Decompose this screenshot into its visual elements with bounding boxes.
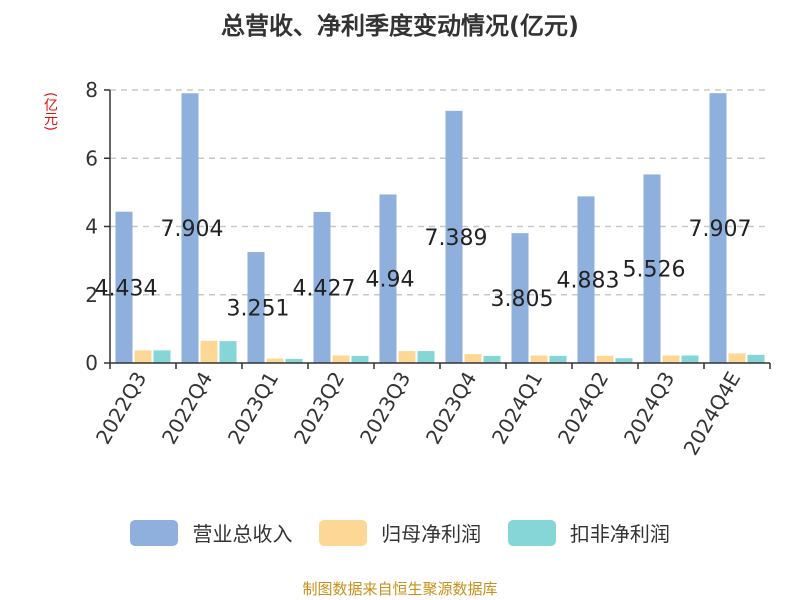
data-label: 4.427 (293, 276, 356, 301)
bar-1-2024Q4E (728, 353, 746, 363)
data-label: 7.904 (161, 217, 224, 242)
bar-2-2022Q4 (219, 341, 237, 363)
x-tick-label: 2024Q3 (619, 368, 679, 449)
x-tick-label: 2024Q1 (487, 368, 547, 449)
y-tick-label: 2 (85, 283, 98, 307)
data-label: 5.526 (623, 258, 686, 283)
bar-2-2024Q1 (549, 355, 567, 363)
bar-0-2023Q4 (445, 110, 463, 363)
bar-2-2023Q3 (417, 351, 435, 363)
bar-0-2024Q3 (643, 174, 661, 363)
chart-title: 总营收、净利季度变动情况(亿元) (221, 12, 579, 40)
x-tick-label: 2023Q2 (289, 368, 349, 449)
y-axis-unit-label: (亿元) (42, 92, 58, 131)
legend-item-deducted-net-profit[interactable]: 扣非净利润 (507, 518, 670, 547)
x-tick-label: 2022Q4 (157, 368, 217, 449)
y-tick-label: 6 (85, 146, 98, 170)
legend-swatch-net-profit (318, 519, 367, 546)
x-tick-label: 2024Q4E (679, 368, 746, 460)
bar-2-2023Q1 (285, 358, 303, 363)
y-tick-label: 0 (85, 351, 98, 375)
x-tick-label: 2023Q3 (355, 368, 415, 449)
data-label: 3.251 (227, 297, 290, 322)
bar-0-2023Q3 (379, 194, 397, 363)
data-label: 7.907 (689, 217, 752, 242)
x-tick-label: 2023Q4 (421, 368, 481, 449)
legend-label-revenue: 营业总收入 (192, 522, 293, 546)
bar-2-2022Q3 (153, 350, 171, 363)
bar-1-2023Q1 (266, 358, 284, 363)
bar-1-2022Q4 (200, 340, 218, 363)
bar-1-2024Q2 (596, 355, 614, 363)
data-label: 4.94 (366, 268, 415, 293)
legend-swatch-deducted-net-profit (507, 519, 556, 546)
y-tick-label: 4 (85, 215, 98, 239)
data-label: 4.434 (95, 276, 158, 301)
data-label: 3.805 (491, 287, 554, 312)
bar-2-2024Q4E (747, 354, 765, 363)
legend: 营业总收入 归母净利润 扣非净利润 (0, 518, 800, 547)
bar-1-2024Q1 (530, 355, 548, 363)
x-tick-label: 2024Q2 (553, 368, 613, 449)
bar-1-2024Q3 (662, 355, 680, 363)
bar-2-2023Q2 (351, 355, 369, 363)
source-note: 制图数据来自恒生聚源数据库 (302, 580, 498, 598)
legend-label-deducted-net-profit: 扣非净利润 (569, 522, 670, 546)
bar-0-2024Q2 (577, 196, 595, 363)
bar-0-2024Q1 (511, 233, 529, 363)
legend-item-net-profit[interactable]: 归母净利润 (318, 518, 482, 547)
bar-1-2023Q3 (398, 351, 416, 363)
legend-item-revenue[interactable]: 营业总收入 (130, 518, 292, 547)
bars (115, 93, 765, 364)
bar-1-2022Q3 (134, 350, 152, 363)
bar-2-2024Q2 (615, 358, 633, 363)
y-tick-label: 8 (85, 78, 98, 102)
legend-swatch-revenue (130, 519, 179, 546)
data-label: 7.389 (425, 226, 488, 251)
bar-0-2023Q1 (247, 252, 265, 363)
bar-0-2022Q4 (181, 93, 199, 363)
bar-0-2022Q3 (115, 211, 133, 363)
bar-2-2023Q4 (483, 355, 501, 363)
x-tick-label: 2022Q3 (91, 368, 151, 449)
x-tick-label: 2023Q1 (223, 368, 283, 449)
bar-0-2023Q2 (313, 211, 331, 363)
bar-2-2024Q3 (681, 355, 699, 363)
data-label: 4.883 (557, 269, 620, 294)
legend-label-net-profit: 归母净利润 (381, 522, 482, 546)
bar-1-2023Q2 (332, 355, 350, 363)
bar-0-2024Q4E (709, 93, 727, 364)
bar-1-2023Q4 (464, 354, 482, 363)
